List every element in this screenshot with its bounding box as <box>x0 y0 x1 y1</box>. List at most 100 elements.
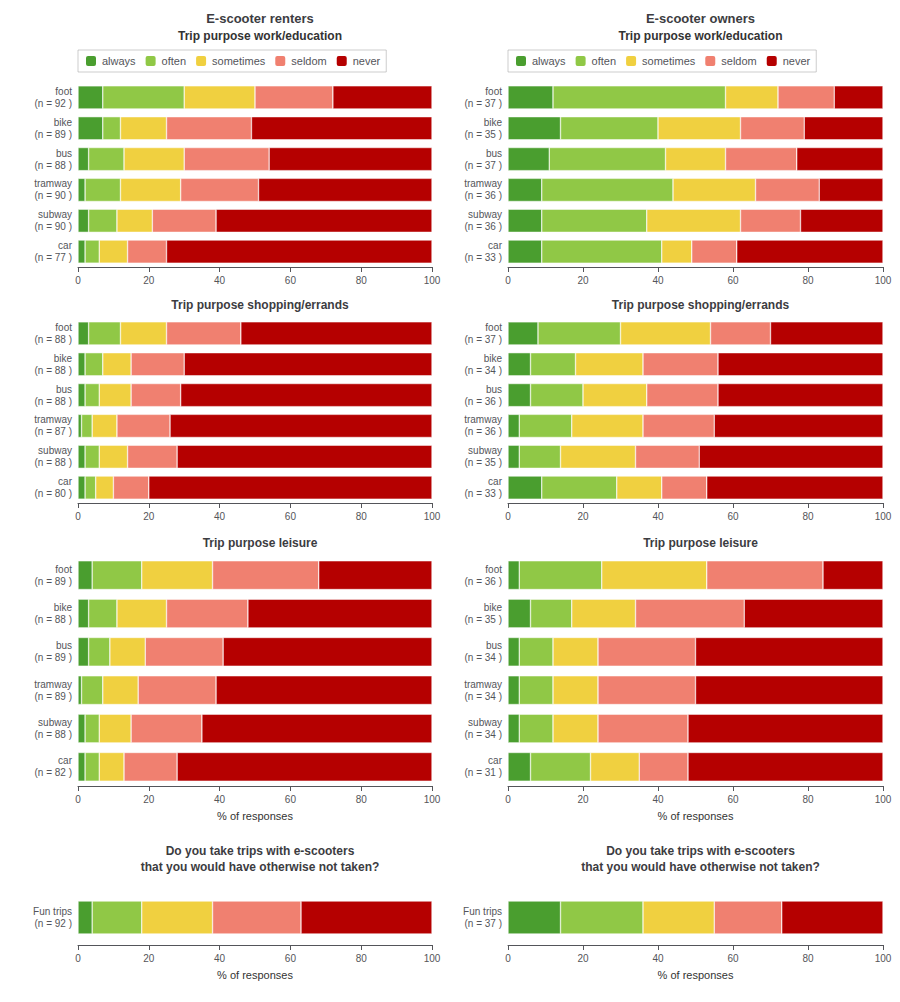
svg-text:80: 80 <box>802 794 814 805</box>
svg-text:E-scooter owners: E-scooter owners <box>646 11 755 26</box>
svg-text:bus: bus <box>486 640 502 651</box>
svg-text:0: 0 <box>75 953 81 964</box>
svg-text:(n = 88 ): (n = 88 ) <box>34 334 72 345</box>
svg-text:100: 100 <box>875 511 892 522</box>
svg-text:% of responses: % of responses <box>217 810 293 822</box>
svg-text:bike: bike <box>54 117 73 128</box>
svg-text:20: 20 <box>577 275 589 286</box>
svg-text:(n = 89 ): (n = 89 ) <box>34 576 72 587</box>
svg-text:bus: bus <box>486 148 502 159</box>
svg-text:% of responses: % of responses <box>658 969 734 981</box>
svg-text:(n = 37 ): (n = 37 ) <box>464 160 502 171</box>
svg-text:always: always <box>102 55 136 67</box>
svg-text:always: always <box>532 55 566 67</box>
svg-text:60: 60 <box>727 794 739 805</box>
svg-text:(n = 34 ): (n = 34 ) <box>464 729 502 740</box>
svg-text:(n = 92 ): (n = 92 ) <box>34 918 72 929</box>
svg-text:20: 20 <box>143 511 155 522</box>
svg-text:40: 40 <box>214 275 226 286</box>
svg-text:40: 40 <box>214 511 226 522</box>
svg-text:subway: subway <box>468 717 502 728</box>
svg-text:100: 100 <box>424 275 441 286</box>
svg-text:100: 100 <box>424 511 441 522</box>
svg-text:bus: bus <box>56 384 72 395</box>
svg-text:foot: foot <box>485 322 502 333</box>
svg-text:0: 0 <box>505 275 511 286</box>
svg-text:100: 100 <box>424 953 441 964</box>
svg-text:sometimes: sometimes <box>642 55 696 67</box>
svg-text:bike: bike <box>54 353 73 364</box>
svg-text:Trip purpose shopping/errands: Trip purpose shopping/errands <box>171 298 349 312</box>
svg-text:20: 20 <box>577 953 589 964</box>
svg-text:car: car <box>488 240 503 251</box>
svg-text:(n = 77 ): (n = 77 ) <box>34 252 72 263</box>
svg-text:bus: bus <box>56 148 72 159</box>
svg-text:car: car <box>58 240 73 251</box>
svg-text:bike: bike <box>484 602 503 613</box>
svg-text:80: 80 <box>802 953 814 964</box>
svg-text:40: 40 <box>652 511 664 522</box>
svg-text:0: 0 <box>75 275 81 286</box>
svg-text:often: often <box>162 55 186 67</box>
svg-text:(n = 90 ): (n = 90 ) <box>34 221 72 232</box>
svg-text:Fun trips: Fun trips <box>463 906 502 917</box>
svg-text:subway: subway <box>468 445 502 456</box>
svg-text:20: 20 <box>577 794 589 805</box>
svg-text:(n = 37 ): (n = 37 ) <box>464 334 502 345</box>
svg-text:100: 100 <box>875 794 892 805</box>
svg-text:Do you take trips with e-scoot: Do you take trips with e-scooters <box>166 844 355 858</box>
svg-text:(n = 90 ): (n = 90 ) <box>34 190 72 201</box>
svg-text:bus: bus <box>56 640 72 651</box>
svg-text:0: 0 <box>75 511 81 522</box>
svg-text:foot: foot <box>485 564 502 575</box>
svg-text:20: 20 <box>577 511 589 522</box>
svg-text:never: never <box>783 55 811 67</box>
svg-text:0: 0 <box>505 953 511 964</box>
svg-text:tramway: tramway <box>34 679 72 690</box>
svg-text:(n = 80 ): (n = 80 ) <box>34 488 72 499</box>
svg-text:foot: foot <box>55 322 72 333</box>
svg-text:tramway: tramway <box>464 414 502 425</box>
svg-text:(n = 31 ): (n = 31 ) <box>464 767 502 778</box>
svg-text:(n = 34 ): (n = 34 ) <box>464 691 502 702</box>
svg-text:car: car <box>488 476 503 487</box>
svg-text:40: 40 <box>652 953 664 964</box>
svg-text:20: 20 <box>143 953 155 964</box>
svg-text:60: 60 <box>727 953 739 964</box>
svg-text:(n = 36 ): (n = 36 ) <box>464 576 502 587</box>
svg-text:80: 80 <box>802 275 814 286</box>
svg-text:Do you take trips with e-scoot: Do you take trips with e-scooters <box>606 844 795 858</box>
svg-text:(n = 89 ): (n = 89 ) <box>34 129 72 140</box>
svg-text:(n = 87 ): (n = 87 ) <box>34 426 72 437</box>
svg-text:car: car <box>488 755 503 766</box>
svg-text:40: 40 <box>214 794 226 805</box>
svg-text:seldom: seldom <box>721 55 756 67</box>
svg-text:40: 40 <box>214 953 226 964</box>
svg-text:20: 20 <box>143 275 155 286</box>
svg-text:Trip purpose leisure: Trip purpose leisure <box>643 536 758 550</box>
svg-text:bike: bike <box>484 353 503 364</box>
svg-text:tramway: tramway <box>34 414 72 425</box>
svg-text:(n = 89 ): (n = 89 ) <box>34 691 72 702</box>
svg-text:(n = 36 ): (n = 36 ) <box>464 426 502 437</box>
svg-text:(n = 82 ): (n = 82 ) <box>34 767 72 778</box>
svg-text:0: 0 <box>505 511 511 522</box>
svg-text:0: 0 <box>505 794 511 805</box>
svg-text:car: car <box>58 476 73 487</box>
svg-text:bike: bike <box>484 117 503 128</box>
svg-text:0: 0 <box>75 794 81 805</box>
svg-text:Fun trips: Fun trips <box>33 906 72 917</box>
svg-text:bus: bus <box>486 384 502 395</box>
svg-text:Trip purpose work/education: Trip purpose work/education <box>178 29 342 43</box>
svg-text:subway: subway <box>38 209 72 220</box>
svg-text:tramway: tramway <box>464 679 502 690</box>
svg-text:80: 80 <box>802 511 814 522</box>
svg-text:60: 60 <box>285 275 297 286</box>
svg-text:100: 100 <box>875 275 892 286</box>
svg-text:80: 80 <box>356 794 368 805</box>
svg-text:(n = 88 ): (n = 88 ) <box>34 457 72 468</box>
svg-text:subway: subway <box>38 717 72 728</box>
svg-text:(n = 36 ): (n = 36 ) <box>464 396 502 407</box>
svg-text:seldom: seldom <box>291 55 326 67</box>
svg-text:Trip purpose shopping/errands: Trip purpose shopping/errands <box>612 298 790 312</box>
